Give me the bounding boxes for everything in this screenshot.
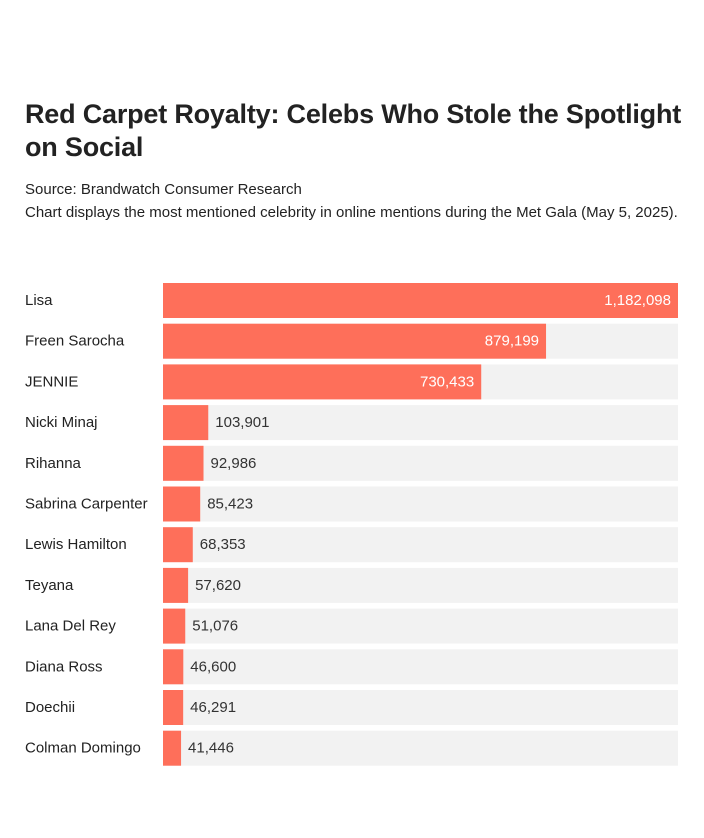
value-label: 85,423 — [207, 496, 253, 513]
bar-track — [163, 445, 678, 481]
value-label: 103,901 — [215, 414, 269, 431]
category-label: Sabrina Carpenter — [25, 496, 148, 513]
value-label: 46,600 — [190, 658, 236, 675]
category-label: Doechii — [25, 699, 75, 716]
value-label: 730,433 — [420, 373, 474, 390]
bar — [163, 405, 209, 441]
bar — [163, 649, 184, 685]
value-label: 51,076 — [192, 618, 238, 635]
bar — [163, 608, 186, 644]
value-label: 1,182,098 — [604, 292, 671, 309]
bar — [163, 323, 547, 359]
value-label: 92,986 — [211, 455, 257, 472]
bar-track — [163, 486, 678, 522]
bar-track — [163, 730, 678, 766]
chart-title: Red Carpet Royalty: Celebs Who Stole the… — [25, 99, 682, 162]
bar — [163, 486, 201, 522]
chart-header: Red Carpet Royalty: Celebs Who Stole the… — [25, 98, 685, 224]
value-label: 57,620 — [195, 577, 241, 594]
category-label: Lewis Hamilton — [25, 536, 127, 553]
bar — [163, 690, 184, 725]
category-label: Rihanna — [25, 455, 82, 472]
bar — [163, 527, 193, 563]
bar-track — [163, 649, 678, 685]
value-label: 46,291 — [190, 699, 236, 716]
category-label: JENNIE — [25, 373, 78, 390]
value-label: 41,446 — [188, 740, 234, 757]
bar — [163, 445, 204, 481]
bar-track — [163, 608, 678, 644]
bar — [163, 730, 182, 766]
bar-track — [163, 690, 678, 725]
category-label: Teyana — [25, 577, 74, 594]
category-label: Diana Ross — [25, 658, 103, 675]
bar — [163, 567, 189, 603]
category-label: Colman Domingo — [25, 740, 141, 757]
value-label: 879,199 — [485, 333, 539, 350]
bar-track — [163, 567, 678, 603]
value-label: 68,353 — [200, 536, 246, 553]
category-label: Lisa — [25, 292, 53, 309]
bar-track — [163, 527, 678, 563]
category-label: Nicki Minaj — [25, 414, 98, 431]
chart-description: Chart displays the most mentioned celebr… — [25, 204, 678, 221]
category-label: Lana Del Rey — [25, 618, 116, 635]
bar — [163, 283, 678, 318]
category-label: Freen Sarocha — [25, 333, 125, 350]
chart-source: Source: Brandwatch Consumer Research — [25, 181, 302, 198]
bar-track — [163, 405, 678, 441]
bar — [163, 364, 482, 400]
